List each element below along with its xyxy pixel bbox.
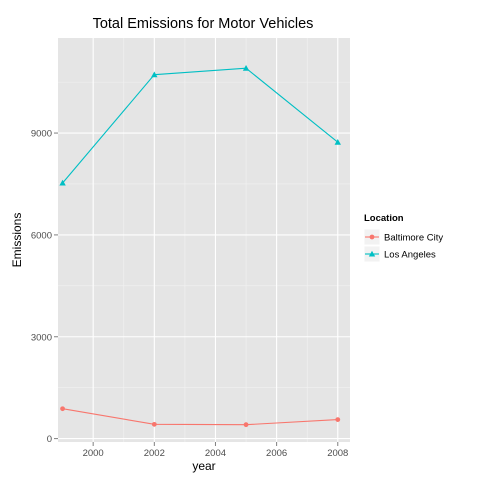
data-point-baltimore-city <box>335 417 341 422</box>
x-tick-label: 2008 <box>327 448 348 459</box>
x-tick-label: 2004 <box>205 448 226 459</box>
minor-gridlines <box>58 38 350 442</box>
y-tick-label: 6000 <box>31 230 52 241</box>
legend-key-marker <box>368 250 376 257</box>
legend-key-los-angeles <box>363 245 381 263</box>
legend-key-marker <box>369 234 375 240</box>
x-axis-title: year <box>192 459 215 473</box>
legend-label-baltimore-city: Baltimore City <box>384 233 443 244</box>
plot-panel <box>58 38 350 442</box>
chart-title: Total Emissions for Motor Vehicles <box>93 16 314 32</box>
series-layer <box>59 65 341 428</box>
data-point-los-angeles <box>242 65 250 71</box>
legend-key-baltimore-city <box>363 228 381 246</box>
y-axis-title: Emissions <box>10 213 24 268</box>
legend-items: Baltimore City Los Angeles <box>363 228 443 263</box>
y-tick-label: 0 <box>47 434 52 445</box>
y-axis-ticks: 0 3000 6000 9000 <box>31 129 58 445</box>
data-point-baltimore-city <box>60 406 65 412</box>
x-tick-label: 2002 <box>144 448 165 459</box>
data-point-baltimore-city <box>151 421 157 427</box>
x-tick-label: 2000 <box>83 448 104 459</box>
data-point-los-angeles <box>151 71 158 78</box>
legend: Location Baltimore City Los Angeles <box>363 213 443 263</box>
series-los-angeles <box>59 65 341 186</box>
legend-label-los-angeles: Los Angeles <box>384 250 436 261</box>
data-point-baltimore-city <box>243 422 249 428</box>
data-point-los-angeles <box>59 179 66 186</box>
series-baltimore-city <box>60 406 341 428</box>
x-axis-ticks: 2000 2002 2004 2006 2008 <box>83 442 348 459</box>
major-gridlines <box>58 38 350 442</box>
data-point-los-angeles <box>334 139 341 145</box>
series-line-baltimore-city <box>62 408 338 426</box>
y-tick-label: 3000 <box>31 332 52 343</box>
x-tick-label: 2006 <box>266 448 287 459</box>
series-line-los-angeles <box>62 67 339 184</box>
legend-title: Location <box>364 213 404 224</box>
y-tick-label: 9000 <box>31 129 52 140</box>
